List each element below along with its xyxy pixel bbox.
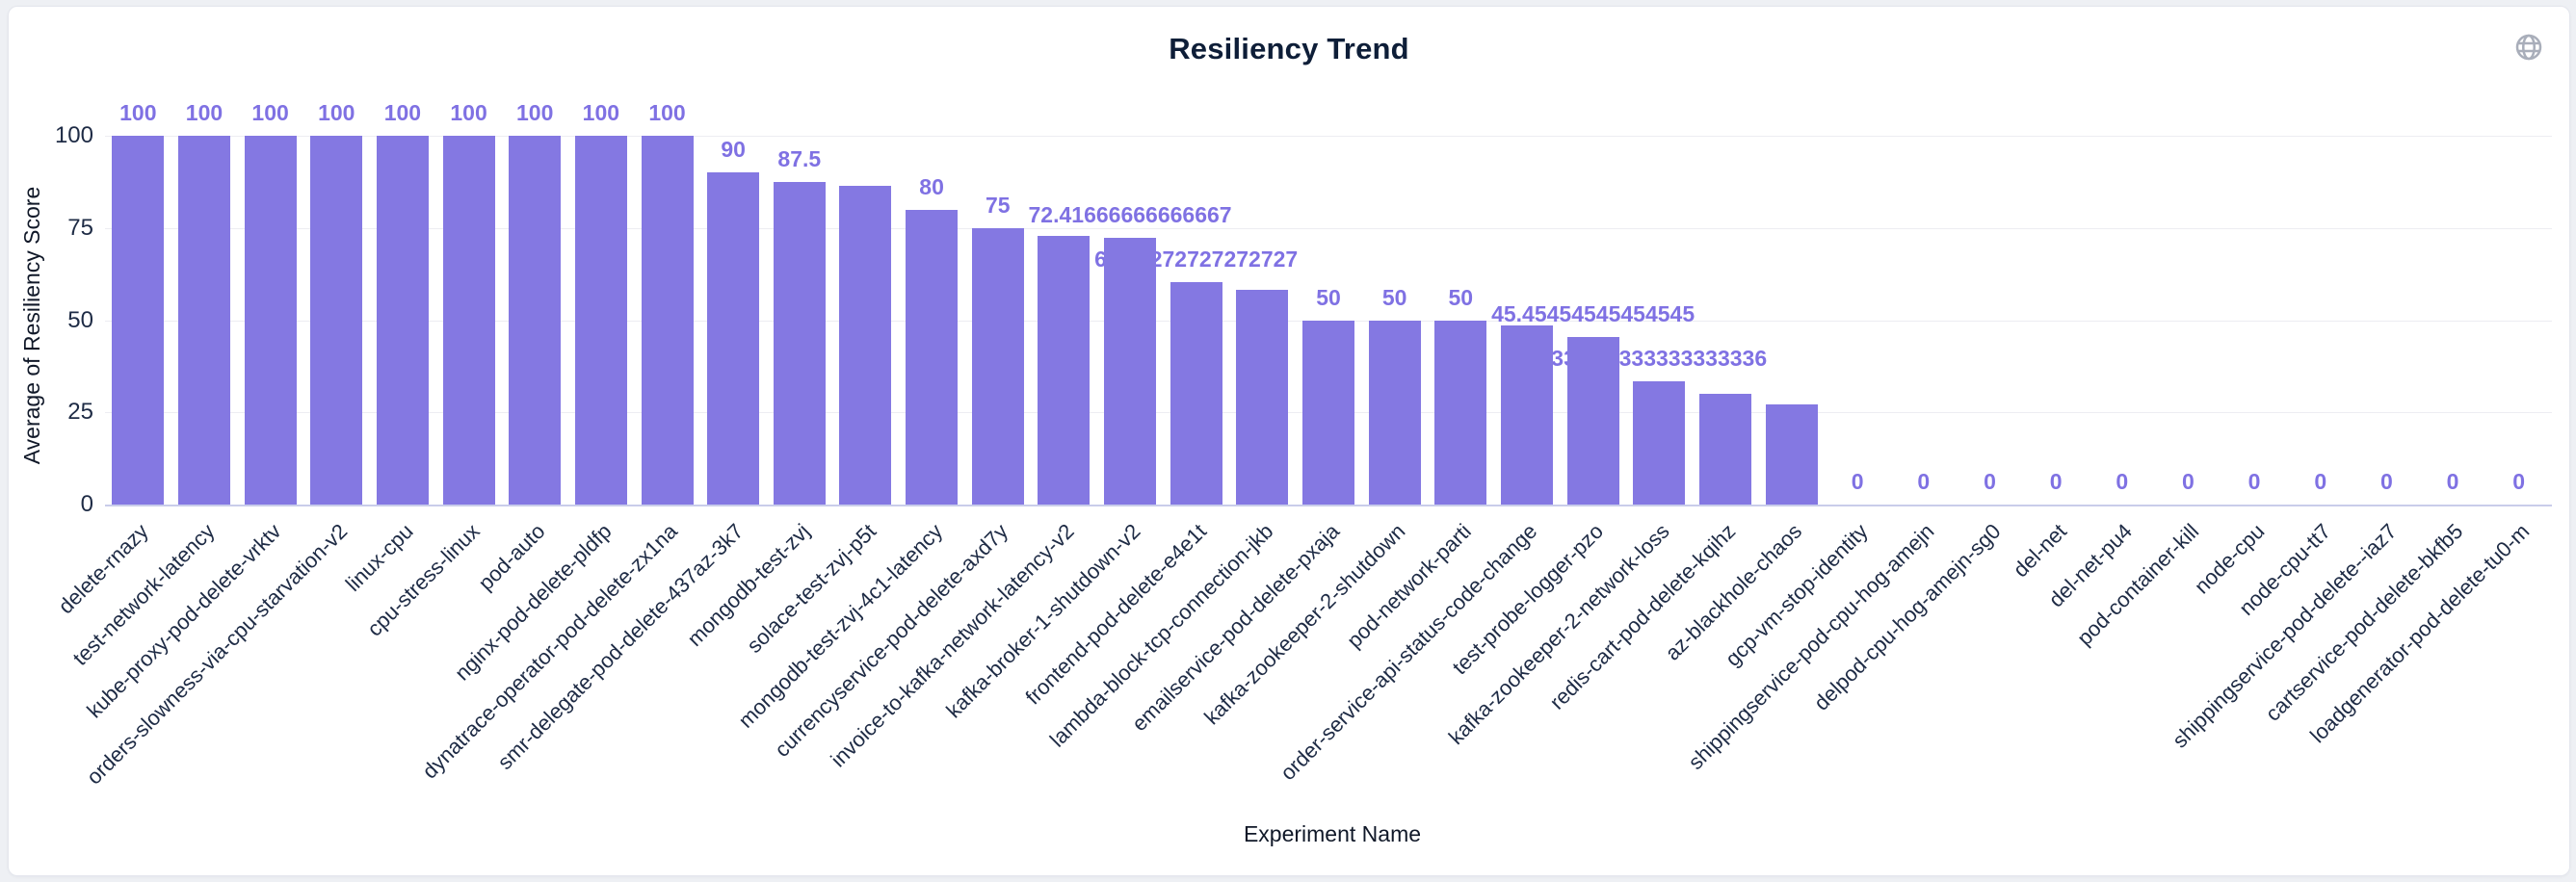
bar[interactable] xyxy=(1236,290,1289,505)
bar[interactable] xyxy=(773,181,826,505)
gridline xyxy=(105,136,2552,137)
y-tick-label: 75 xyxy=(67,214,93,241)
bar[interactable] xyxy=(509,136,562,505)
bar-value-label: 72.41666666666667 xyxy=(1028,201,1232,227)
x-axis-title: Experiment Name xyxy=(1243,821,1422,846)
bar-value-label: 0 xyxy=(2379,469,2393,494)
bar-value-label: 100 xyxy=(582,100,620,125)
bar-value-label: 0 xyxy=(2049,469,2063,494)
bar-value-label: 0 xyxy=(2116,469,2129,494)
x-tick-label: cpu-stress-linux xyxy=(361,519,485,641)
bar[interactable] xyxy=(1633,381,1686,505)
bar[interactable] xyxy=(1368,320,1421,505)
chart-title: Resiliency Trend xyxy=(1169,32,1409,65)
bar-value-label: 100 xyxy=(251,100,289,125)
bar[interactable] xyxy=(641,136,694,505)
bar-value-label: 0 xyxy=(2247,469,2261,494)
bar-value-label: 100 xyxy=(318,100,355,125)
x-axis-line xyxy=(105,505,2552,506)
bar-value-label: 50 xyxy=(1448,284,1474,310)
x-tick-label: pod-container-kill xyxy=(2071,519,2204,651)
chart-card: Resiliency Trend Average of Resiliency S… xyxy=(8,6,2570,876)
bar-value-label: 100 xyxy=(516,100,554,125)
bar[interactable] xyxy=(1302,320,1354,505)
bar-value-label: 0 xyxy=(2512,469,2526,494)
bar-value-label: 0 xyxy=(2446,469,2459,494)
bar-value-label: 45.45454545454545 xyxy=(1491,300,1695,326)
bar[interactable] xyxy=(1170,282,1222,505)
x-tick-label: smr-delegate-pod-delete-437az-3k7 xyxy=(492,519,749,774)
y-tick-label: 100 xyxy=(54,122,93,148)
bar-value-label: 87.5 xyxy=(777,145,822,171)
bar-value-label: 75 xyxy=(985,192,1011,218)
bar[interactable] xyxy=(906,209,959,505)
bar[interactable] xyxy=(971,227,1024,505)
bar[interactable] xyxy=(839,186,892,505)
x-tick-label: shippingservice-pod-cpu-hog-amejn xyxy=(1683,519,1939,774)
bar[interactable] xyxy=(1104,237,1157,505)
bar[interactable] xyxy=(707,172,760,505)
x-tick-label: invoice-to-kafka-network-latency-v2 xyxy=(826,519,1080,772)
bar-value-label: 0 xyxy=(1984,469,1996,494)
bar-value-label: 100 xyxy=(450,100,487,125)
bar-value-label: 0 xyxy=(1917,469,1931,494)
globe-icon[interactable] xyxy=(2513,32,2544,63)
bar[interactable] xyxy=(112,136,165,505)
bar-value-label: 80 xyxy=(919,173,944,199)
y-tick-label: 25 xyxy=(67,399,93,426)
bar[interactable] xyxy=(442,136,495,505)
bar[interactable] xyxy=(1038,235,1091,505)
bar-value-label: 100 xyxy=(119,100,157,125)
y-tick-label: 0 xyxy=(80,491,93,517)
x-tick-label: mongodb-test-zvj xyxy=(682,519,815,652)
bar[interactable] xyxy=(177,136,230,505)
bar-value-label: 100 xyxy=(185,100,223,125)
bar-value-label: 50 xyxy=(1381,284,1407,310)
x-tick-label: del-net xyxy=(2008,519,2071,583)
bar-value-label: 0 xyxy=(1851,469,1864,494)
y-tick-label: 50 xyxy=(67,306,93,333)
bar-value-label: 0 xyxy=(2182,469,2195,494)
bar-value-label: 50 xyxy=(1316,284,1341,310)
bar[interactable] xyxy=(574,136,627,505)
bar-value-label: 100 xyxy=(648,100,686,125)
bar-value-label: 0 xyxy=(2314,469,2327,494)
bar[interactable] xyxy=(310,136,363,505)
bar[interactable] xyxy=(244,136,297,505)
bar-value-label: 90 xyxy=(721,137,746,163)
bar[interactable] xyxy=(1698,394,1751,505)
bar[interactable] xyxy=(1566,336,1619,505)
bar[interactable] xyxy=(1434,320,1487,505)
bar-value-label: 100 xyxy=(383,100,422,125)
bar[interactable] xyxy=(376,136,429,505)
bar[interactable] xyxy=(1765,403,1818,505)
bar[interactable] xyxy=(1500,324,1553,505)
gridline xyxy=(105,227,2552,229)
